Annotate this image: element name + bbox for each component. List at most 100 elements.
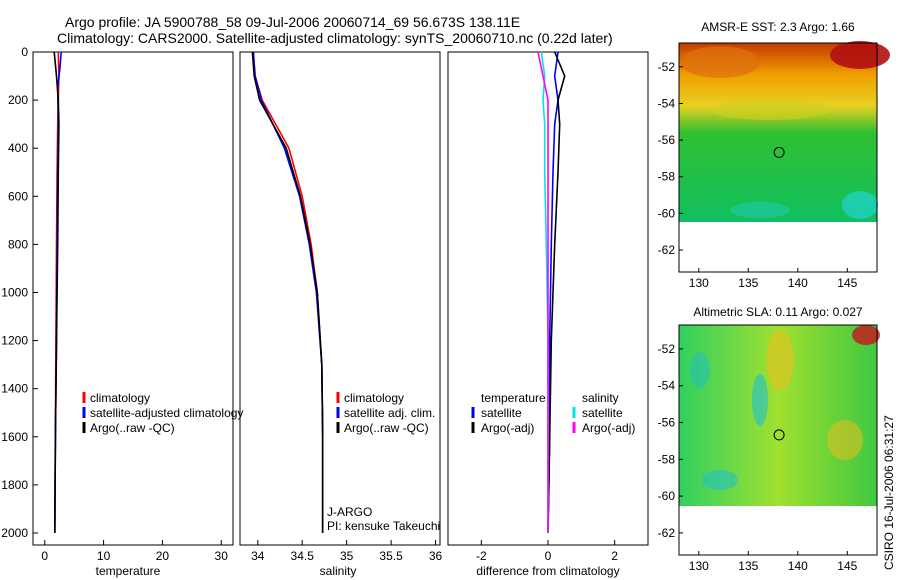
- sla-map-y-ticks: -52 -54 -56 -58 -60 -62: [658, 342, 683, 540]
- temperature-ytick-label-8: 1600: [1, 430, 28, 444]
- sla-map-frame: [678, 324, 878, 556]
- salinity-legend: climatology satellite adj. clim. Argo(..…: [336, 391, 435, 435]
- sla_map-ytick-label-1: -54: [658, 379, 676, 393]
- sst_map-xtick-label-0: 130: [689, 276, 709, 290]
- sla-cyan-patch: [752, 374, 768, 426]
- temperature-ytick-label-9: 1800: [1, 478, 28, 492]
- temperature-ytick-label-0: 0: [21, 45, 28, 59]
- salinity-xtick-label-1: 34.5: [291, 549, 315, 563]
- sla_map-xtick-label-1: 135: [738, 559, 758, 573]
- salinity-xtick-label-2: 35: [340, 549, 354, 563]
- difference-x-ticks: -2 0 2: [476, 540, 618, 563]
- difference-panel: -2 0 2 difference from climatology tempera…: [447, 51, 649, 578]
- sst-warm-patch: [830, 41, 890, 69]
- sst_map-ytick-label-3: -58: [658, 170, 676, 184]
- temperature-ytick-label-6: 1200: [1, 334, 28, 348]
- sla-argo-location-marker: [773, 429, 785, 441]
- temperature-legend: climatology satellite-adjusted climatolo…: [82, 391, 243, 435]
- temperature-x-label: temperature: [96, 564, 161, 578]
- salinity-annotation-pi: PI: kensuke Takeuchi: [327, 519, 440, 533]
- salinity-xtick-label-0: 34: [251, 549, 265, 563]
- temperature-legend-satellite: satellite-adjusted climatology: [90, 406, 243, 420]
- salinity-xtick-label-4: 36: [429, 549, 443, 563]
- sla-cyan-patch-2: [702, 470, 738, 490]
- difference-series-3: [537, 51, 549, 533]
- sla_map-ytick-label-2: -56: [658, 416, 676, 430]
- sst_map-xtick-label-2: 140: [788, 276, 808, 290]
- difference-x-label: difference from climatology: [476, 564, 619, 578]
- sst_map-ytick-label-4: -60: [658, 206, 676, 220]
- sst_map-ytick-label-2: -56: [658, 133, 676, 147]
- sst-map-texture: [680, 41, 890, 219]
- temperature-lines: [53, 51, 62, 534]
- sla-yellow-patch-2: [827, 420, 863, 460]
- sst-orange-patch: [680, 46, 760, 78]
- temperature-series-2: [53, 51, 60, 534]
- sla-map-title: Altimetric SLA: 0.11 Argo: 0.027: [693, 305, 863, 319]
- sla-cyan-patch-3: [690, 352, 710, 388]
- temperature-ytick-label-3: 600: [8, 189, 28, 203]
- temperature-ytick-label-10: 2000: [1, 526, 28, 540]
- difference-legend-sal-satellite: satellite: [582, 406, 623, 420]
- difference-legend-temperature-heading: temperature: [481, 391, 546, 405]
- sst_map-ytick-label-0: -52: [658, 60, 676, 74]
- footer-credit: CSIRO 16-Jul-2006 06:31:27: [882, 415, 896, 570]
- sla_map-ytick-label-0: -52: [658, 342, 676, 356]
- sst_map-ytick-label-5: -62: [658, 243, 676, 257]
- difference-legend-temp-satellite: satellite: [481, 406, 522, 420]
- difference-legend-temp-argo: Argo(-adj): [481, 421, 534, 435]
- sst-map-y-ticks: -52 -54 -56 -58 -60 -62: [658, 60, 683, 257]
- salinity-legend-climatology: climatology: [344, 391, 404, 405]
- sla_map-ytick-label-4: -60: [658, 489, 676, 503]
- header-line-2: Climatology: CARS2000. Satellite-adjuste…: [57, 30, 613, 46]
- salinity-series-0: [252, 51, 324, 533]
- sst-map-frame: [678, 42, 878, 273]
- temperature-ytick-label-7: 1400: [1, 382, 28, 396]
- difference-xtick-label-0: -2: [476, 549, 487, 563]
- salinity-x-label: salinity: [320, 564, 357, 578]
- temperature-plot-frame: [32, 51, 234, 546]
- temperature-xtick-label-0: 0: [41, 549, 48, 563]
- difference-series-2: [540, 51, 549, 533]
- difference-xtick-label-1: 0: [545, 549, 552, 563]
- temperature-legend-argo: Argo(..raw -QC): [90, 421, 175, 435]
- sla_map-xtick-label-2: 140: [788, 559, 808, 573]
- sst_map-xtick-label-1: 135: [738, 276, 758, 290]
- temperature-x-ticks: 0 10 20 30: [41, 540, 228, 563]
- temperature-y-ticks: 0 200 400 600 800 1000 1200 1400 1600 1800 2000: [1, 45, 38, 540]
- sla_map-ytick-label-5: -62: [658, 526, 676, 540]
- temperature-xtick-label-2: 20: [156, 549, 170, 563]
- salinity-lines: [251, 51, 324, 533]
- salinity-xtick-label-3: 35.5: [379, 549, 403, 563]
- salinity-x-ticks: 34 34.5 35 35.5 36: [251, 540, 443, 563]
- sla-yellow-patch: [766, 330, 794, 390]
- sla_map-ytick-label-3: -58: [658, 452, 676, 466]
- salinity-legend-argo: Argo(..raw -QC): [344, 421, 429, 435]
- sst-map-title: AMSR-E SST: 2.3 Argo: 1.66: [701, 20, 855, 34]
- temperature-legend-climatology: climatology: [90, 391, 150, 405]
- temperature-xtick-label-3: 30: [215, 549, 229, 563]
- sla_map-xtick-label-3: 145: [837, 559, 857, 573]
- salinity-legend-satellite: satellite adj. clim.: [344, 406, 435, 420]
- sst-yellow-band: [710, 100, 830, 120]
- sla-map-texture: [690, 325, 880, 490]
- salinity-panel: 34 34.5 35 35.5 36 salinity climatology sate…: [239, 51, 443, 578]
- difference-legend-sal-argo: Argo(-adj): [582, 421, 635, 435]
- sst_map-ytick-label-1: -54: [658, 96, 676, 110]
- difference-xtick-label-2: 2: [611, 549, 618, 563]
- sst-argo-location-marker: [773, 146, 785, 158]
- sla-map-x-ticks: 130 135 140 145: [689, 551, 858, 573]
- difference-legend: temperature satellite Argo(-adj) salinit…: [471, 391, 635, 435]
- sla-red-patch: [852, 325, 880, 345]
- temperature-xtick-label-1: 10: [97, 549, 111, 563]
- temperature-ytick-label-4: 800: [8, 237, 28, 251]
- sla-map-panel: Altimetric SLA: 0.11 Argo: 0.027 130 135 1…: [658, 305, 880, 573]
- difference-legend-salinity-heading: salinity: [582, 391, 619, 405]
- header-line-1: Argo profile: JA 5900788_58 09-Jul-2006 …: [65, 14, 520, 30]
- sst-map-x-ticks: 130 135 140 145: [689, 268, 858, 290]
- difference-lines: [537, 51, 566, 534]
- sst-cyan-patch: [842, 191, 878, 219]
- temperature-ytick-label-2: 400: [8, 141, 28, 155]
- salinity-series-2: [251, 51, 324, 533]
